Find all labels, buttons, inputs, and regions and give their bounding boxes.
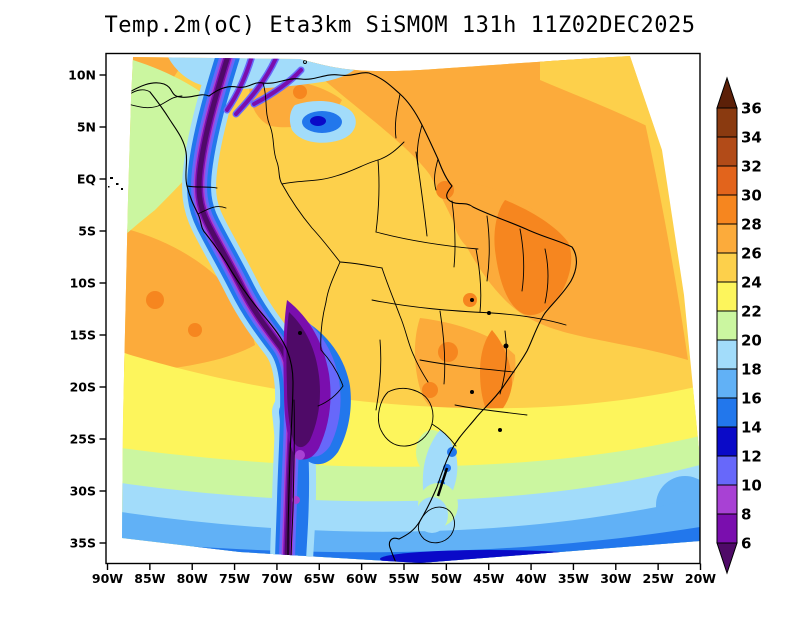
colorbar-band xyxy=(716,455,738,486)
lat-tick-label: 30S xyxy=(70,484,96,499)
lon-tick-label: 30W xyxy=(600,571,631,586)
temperature-field xyxy=(122,56,700,563)
galapagos-islands xyxy=(108,177,123,190)
colorbar-tick-label: 32 xyxy=(741,158,762,176)
lon-tick-label: 80W xyxy=(177,571,208,586)
colorbar-band xyxy=(716,136,738,167)
hot-28-30-patches xyxy=(146,85,572,420)
lat-tick-label: 20S xyxy=(70,380,96,395)
colorbar-tick-label: 30 xyxy=(741,187,762,205)
colorbar-tick-label: 36 xyxy=(741,100,762,118)
lon-tick-label: 90W xyxy=(92,571,123,586)
colorbar-tick-label: 14 xyxy=(741,419,762,437)
lat-tick-label: 35S xyxy=(70,536,96,551)
colorbar-tick-label: 18 xyxy=(741,361,762,379)
colorbar-tick-label: 10 xyxy=(741,477,762,495)
lon-tick-label: 65W xyxy=(304,571,335,586)
lon-tick-label: 20W xyxy=(685,571,716,586)
ne-corner-yellow xyxy=(540,56,655,130)
lon-tick-label: 40W xyxy=(515,571,546,586)
colorbar-band xyxy=(716,368,738,399)
lon-tick-label: 60W xyxy=(346,571,377,586)
lat-tick-label: 5N xyxy=(77,120,96,135)
lon-tick-label: 85W xyxy=(134,571,165,586)
lon-tick-label: 25W xyxy=(643,571,674,586)
colorbar-band xyxy=(716,426,738,457)
south-brazil-cool-patches xyxy=(416,430,458,533)
colorbar-band xyxy=(716,165,738,196)
atlantic-coastline xyxy=(123,72,577,563)
colorbar-tick-label: 20 xyxy=(741,332,762,350)
colorbar-band xyxy=(716,107,738,138)
colorbar-tick-label: 28 xyxy=(741,216,762,234)
colorbar-band xyxy=(716,484,738,515)
colorbar-band xyxy=(716,223,738,254)
national-borders xyxy=(186,82,457,563)
colorbar-band xyxy=(716,310,738,341)
lon-tick-label: 45W xyxy=(473,571,504,586)
lon-tick-label: 70W xyxy=(261,571,292,586)
guiana-highlands-patch xyxy=(289,100,356,143)
colorbar-band xyxy=(716,542,738,575)
colorbar-tick-label: 8 xyxy=(741,506,751,524)
colorbar-band xyxy=(716,252,738,283)
panama-isthmus xyxy=(123,89,183,109)
plot-frame xyxy=(105,52,701,565)
colorbar-tick-label: 34 xyxy=(741,129,762,147)
colorbar-band xyxy=(716,397,738,428)
pacific-coastline xyxy=(149,91,294,563)
colorbar-tick-label: 6 xyxy=(741,535,751,553)
lat-tick-label: 5S xyxy=(78,224,96,239)
colorbar-tick-label: 26 xyxy=(741,245,762,263)
figure-title: Temp.2m(oC) Eta3km SiSMOM 131h 11Z02DEC2… xyxy=(104,13,696,38)
lat-tick-label: 15S xyxy=(70,328,96,343)
southern-ocean-bands xyxy=(122,352,700,563)
colorbar-tick-label: 16 xyxy=(741,390,762,408)
lon-tick-label: 50W xyxy=(431,571,462,586)
colorbar-tick-label: 22 xyxy=(741,303,762,321)
lat-tick-label: 25S xyxy=(70,432,96,447)
colorbar-tick-label: 24 xyxy=(741,274,762,292)
colorbar: 36 34 32 30 28 26 24 22 20 18 16 14 12 10 8 6 xyxy=(716,76,762,575)
colorbar-band xyxy=(716,339,738,370)
colorbar-band xyxy=(716,76,738,109)
lon-tick-label: 35W xyxy=(558,571,589,586)
lon-tick-label: 55W xyxy=(388,571,419,586)
colorbar-tick-label: 12 xyxy=(741,448,762,466)
latitude-axis: 10N 5N EQ 5S 10S 15S 20S 25S 30S 35S xyxy=(68,68,106,551)
lat-tick-label: EQ xyxy=(77,172,96,187)
longitude-axis: 90W 85W 80W 75W 70W 65W 60W 55W 50W 45W 40W 35W 30W 2… xyxy=(92,563,716,586)
lon-tick-label: 75W xyxy=(219,571,250,586)
colorbar-band xyxy=(716,513,738,544)
colorbar-band xyxy=(716,194,738,225)
colorbar-band xyxy=(716,281,738,312)
caribbean-islands xyxy=(303,56,414,66)
lakes xyxy=(298,298,509,497)
brazil-state-borders xyxy=(371,151,567,416)
lat-tick-label: 10S xyxy=(70,276,96,291)
lat-tick-label: 10N xyxy=(68,68,96,83)
